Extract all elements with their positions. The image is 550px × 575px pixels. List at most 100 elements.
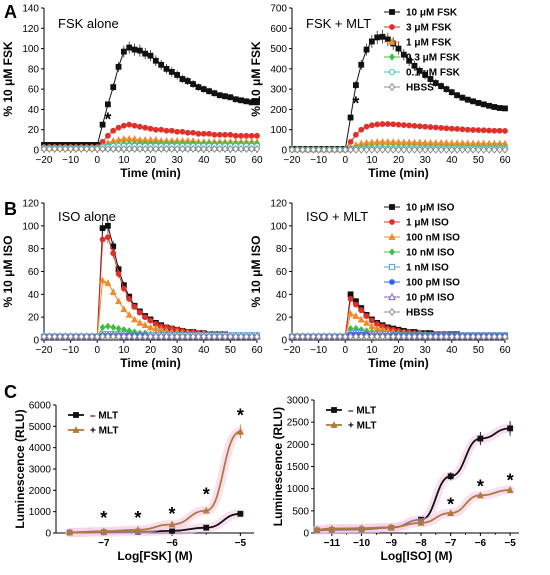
data-point bbox=[395, 145, 402, 154]
data-point bbox=[190, 81, 196, 87]
significance-asterisk: * bbox=[477, 476, 484, 496]
data-point bbox=[384, 36, 391, 43]
legend-marker bbox=[388, 308, 396, 316]
x-tick-label: 60 bbox=[251, 155, 263, 166]
data-point bbox=[51, 332, 58, 341]
legend-label: + MLT bbox=[90, 426, 118, 437]
data-point bbox=[454, 92, 460, 99]
data-point bbox=[189, 144, 197, 153]
data-point bbox=[379, 121, 386, 127]
data-point bbox=[221, 332, 229, 341]
legend-marker bbox=[388, 292, 396, 301]
x-tick-label: −20 bbox=[36, 155, 53, 166]
data-point bbox=[427, 145, 434, 154]
data-point bbox=[105, 222, 111, 229]
y-tick-label: 100 bbox=[270, 221, 287, 232]
data-point bbox=[184, 78, 191, 84]
data-point bbox=[222, 93, 228, 100]
data-point bbox=[384, 145, 392, 154]
legend-marker bbox=[389, 204, 395, 210]
data-point bbox=[328, 524, 336, 532]
data-point bbox=[368, 317, 375, 324]
y-tick-label: 200 bbox=[270, 105, 287, 116]
data-point bbox=[125, 144, 133, 153]
data-point bbox=[459, 126, 466, 133]
data-point bbox=[464, 145, 471, 154]
data-point bbox=[389, 332, 397, 341]
data-point bbox=[104, 144, 112, 153]
data-point bbox=[310, 332, 317, 341]
x-tick-label: 10 bbox=[366, 345, 378, 356]
data-point bbox=[243, 132, 250, 139]
data-point bbox=[443, 332, 450, 341]
chart-title: FSK alone bbox=[58, 16, 119, 31]
data-point bbox=[358, 307, 365, 314]
data-point bbox=[206, 130, 212, 137]
x-tick-label: 30 bbox=[172, 345, 184, 356]
data-point bbox=[243, 332, 250, 341]
x-axis-label: Time (min) bbox=[368, 356, 428, 370]
data-point bbox=[110, 323, 117, 332]
y-tick-label: 60 bbox=[28, 267, 40, 278]
series-5 bbox=[40, 144, 261, 153]
data-point bbox=[368, 145, 376, 154]
data-point bbox=[358, 61, 365, 68]
significance-asterisk: * bbox=[507, 471, 514, 491]
data-point bbox=[448, 145, 455, 154]
data-point bbox=[326, 145, 333, 154]
series-1 bbox=[312, 485, 515, 534]
data-point bbox=[78, 332, 85, 341]
legend-marker bbox=[73, 412, 79, 418]
data-point bbox=[131, 332, 138, 341]
data-point bbox=[315, 145, 322, 154]
data-point bbox=[237, 510, 244, 517]
data-point bbox=[416, 332, 424, 341]
data-point bbox=[200, 332, 207, 341]
data-point bbox=[62, 144, 69, 153]
data-point bbox=[46, 332, 53, 341]
data-point bbox=[368, 322, 376, 330]
y-tick-label: 3000 bbox=[29, 465, 52, 476]
x-tick-label: 50 bbox=[225, 155, 237, 166]
data-point bbox=[453, 332, 461, 341]
data-point bbox=[326, 332, 333, 341]
data-point bbox=[288, 145, 296, 154]
data-point bbox=[427, 124, 434, 130]
data-point bbox=[411, 62, 418, 69]
data-point bbox=[248, 332, 255, 341]
data-point bbox=[248, 144, 255, 153]
data-point bbox=[464, 332, 471, 341]
data-point bbox=[131, 315, 139, 323]
data-point bbox=[195, 84, 202, 91]
x-tick-label: 10 bbox=[366, 155, 378, 166]
data-point bbox=[379, 145, 386, 154]
data-point bbox=[174, 72, 181, 78]
confidence-band bbox=[65, 427, 245, 537]
data-point bbox=[347, 114, 354, 121]
data-point bbox=[152, 126, 159, 133]
x-axis-label: Log[FSK] (M) bbox=[117, 549, 192, 563]
data-point bbox=[120, 48, 127, 55]
x-tick-label: 0 bbox=[342, 345, 348, 356]
legend-label: HBSS bbox=[406, 308, 434, 319]
data-point bbox=[83, 332, 90, 341]
data-point bbox=[363, 46, 370, 53]
data-point bbox=[131, 303, 138, 310]
x-tick-label: 50 bbox=[225, 345, 237, 356]
legend-marker bbox=[331, 407, 337, 413]
data-point bbox=[104, 322, 111, 330]
y-tick-label: 5000 bbox=[29, 422, 52, 433]
legend-label: 10 nM ISO bbox=[406, 248, 455, 259]
data-point bbox=[464, 126, 471, 133]
y-tick-label: 1000 bbox=[29, 507, 52, 518]
data-point bbox=[470, 127, 476, 133]
data-point bbox=[443, 86, 450, 93]
data-point bbox=[486, 102, 492, 109]
data-point bbox=[480, 101, 487, 108]
data-point bbox=[110, 84, 117, 91]
data-point bbox=[475, 127, 482, 134]
data-point bbox=[502, 105, 508, 112]
data-point bbox=[405, 145, 413, 154]
panel-letter-a: A bbox=[4, 2, 17, 22]
data-point bbox=[448, 89, 455, 96]
